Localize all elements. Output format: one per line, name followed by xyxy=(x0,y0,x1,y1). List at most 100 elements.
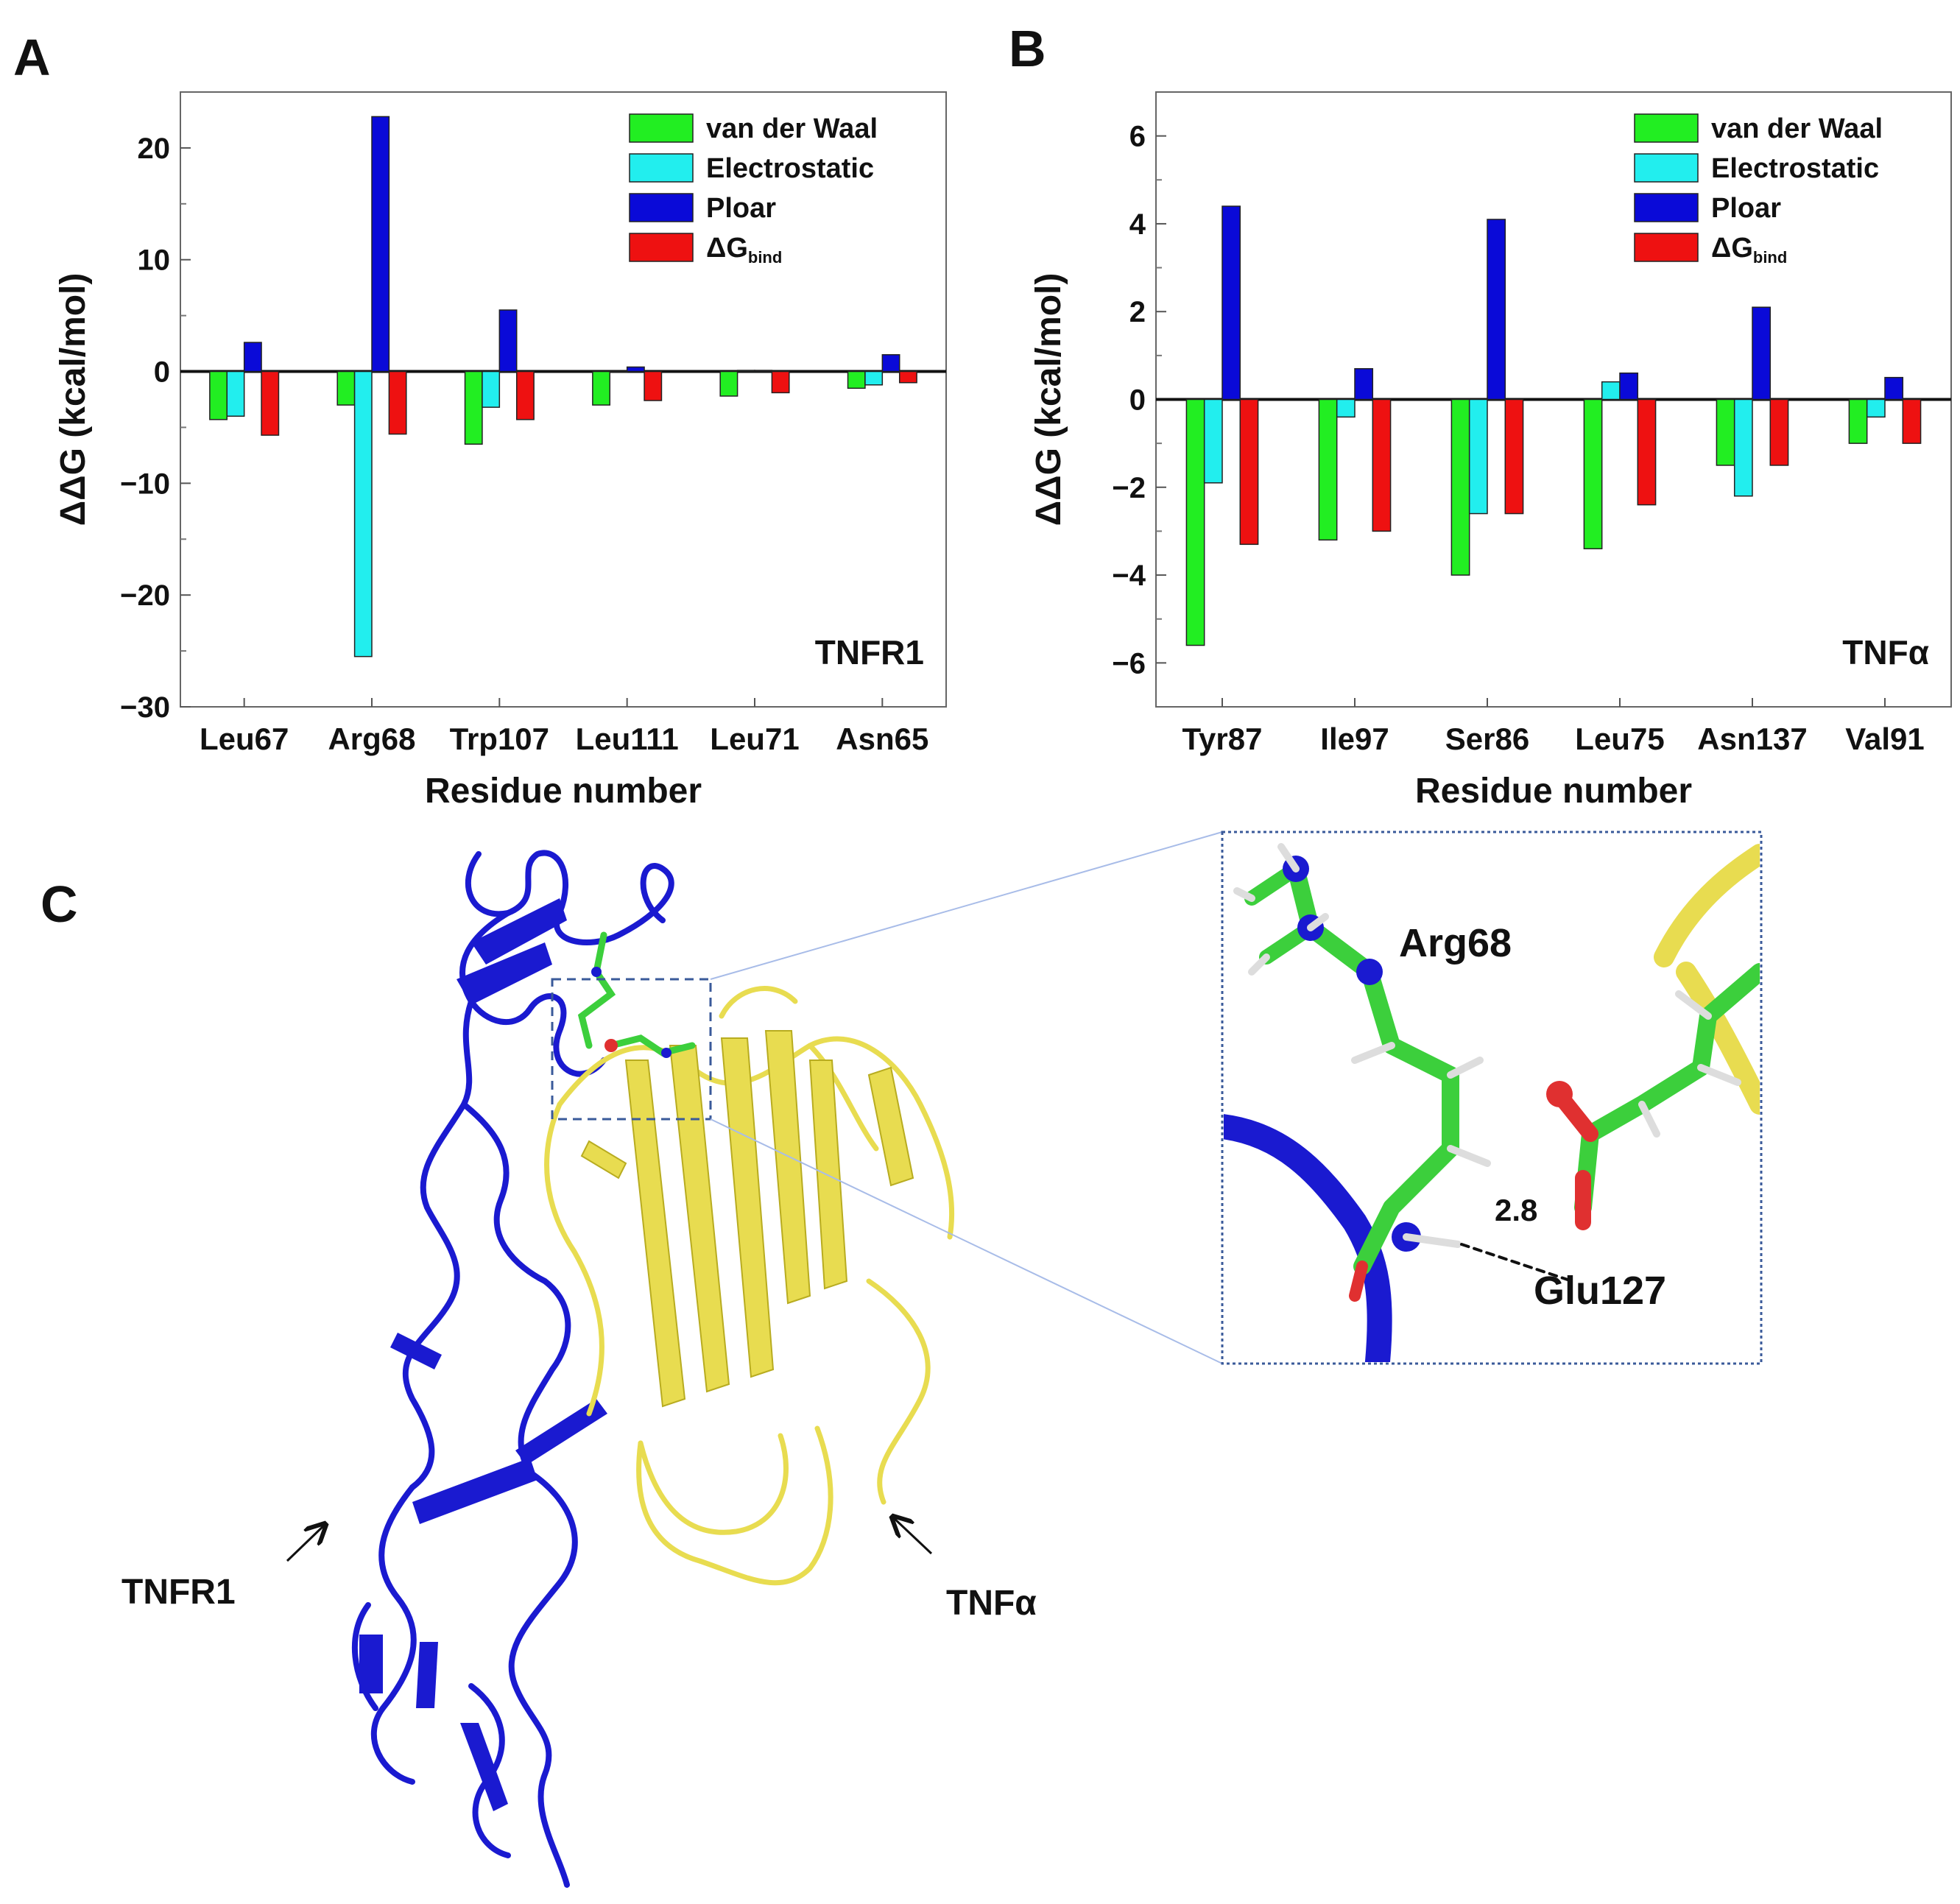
bar-asn65-3 xyxy=(898,370,917,384)
bar-asn137-3 xyxy=(1769,398,1789,466)
chart-annotation: TNFα xyxy=(1842,633,1929,671)
structure-illustration xyxy=(286,831,1763,1888)
arg68-label: Arg68 xyxy=(1399,921,1512,965)
bar-leu75-2 xyxy=(1619,372,1639,401)
bar-trp107-2 xyxy=(498,309,518,373)
y-tick-label: 2 xyxy=(1129,296,1146,328)
zoom-guide-line xyxy=(710,1118,1223,1364)
bar-asn137-0 xyxy=(1716,398,1735,466)
bar-leu111-2 xyxy=(626,366,645,373)
y-tick-label: −6 xyxy=(1112,647,1146,680)
x-tick-label: Asn137 xyxy=(1697,722,1807,756)
legend-name: ΔG xyxy=(1711,233,1753,264)
bar-leu67-1 xyxy=(226,370,245,417)
legend-label: Ploar xyxy=(706,193,776,224)
x-tick-label: Leu71 xyxy=(710,722,799,756)
legend-label: Electrostatic xyxy=(706,153,874,184)
bar-trp107-1 xyxy=(482,370,501,408)
x-tick-label: Leu75 xyxy=(1575,722,1664,756)
bar-leu71-0 xyxy=(719,370,738,397)
legend-swatch xyxy=(1634,113,1699,143)
legend-swatch xyxy=(629,193,694,222)
bar-asn137-2 xyxy=(1752,306,1772,401)
x-tick-label: Ser86 xyxy=(1445,722,1529,756)
bar-tyr87-0 xyxy=(1185,398,1205,646)
chart-b-tnfa: 6 4 2 0 −2 −4 −6 Tyr87 Ile97 Ser86 Leu75 Asn137 Val9… xyxy=(1029,91,1952,811)
y-tick-label: −2 xyxy=(1112,472,1146,504)
legend-swatch xyxy=(1634,233,1699,262)
legend-name: van der Waal xyxy=(1711,113,1883,144)
plot-frame xyxy=(180,91,947,708)
bar-tyr87-3 xyxy=(1239,398,1259,546)
tnfa-label: TNFα xyxy=(946,1584,1037,1623)
tnfa-arrow xyxy=(892,1517,933,1555)
legend-swatch xyxy=(1634,193,1699,222)
legend-swatch xyxy=(629,153,694,183)
bar-ser86-2 xyxy=(1487,219,1506,401)
bar-tyr87-1 xyxy=(1203,398,1223,484)
legend-label: ΔGbind xyxy=(706,233,782,267)
y-tick-label: 10 xyxy=(138,244,171,277)
bar-ser86-0 xyxy=(1450,398,1470,576)
zoom-guide-line xyxy=(710,831,1223,980)
zoom-region-box xyxy=(551,978,712,1121)
bar-leu111-1 xyxy=(609,370,628,373)
bar-asn65-2 xyxy=(881,354,900,373)
y-tick-label: 6 xyxy=(1129,121,1146,153)
bar-leu75-3 xyxy=(1637,398,1657,506)
legend-name: van der Waal xyxy=(706,113,878,144)
y-tick-label: −10 xyxy=(120,468,170,500)
bar-ile97-0 xyxy=(1318,398,1338,541)
x-axis-label: Residue number xyxy=(1415,772,1692,811)
y-tick-label: 0 xyxy=(1129,384,1146,417)
bar-arg68-2 xyxy=(371,116,390,373)
y-tick-label: 0 xyxy=(154,356,170,389)
y-axis-label: ΔΔG (kcal/mol) xyxy=(54,273,93,526)
bar-leu71-1 xyxy=(736,370,755,373)
bar-arg68-0 xyxy=(336,370,356,406)
legend-label: van der Waal xyxy=(1711,113,1883,144)
tnfa-ribbon xyxy=(544,986,955,1586)
legend-swatch xyxy=(629,233,694,262)
panel-label-a: A xyxy=(13,29,51,86)
y-tick-label: −30 xyxy=(120,691,170,724)
y-tick-label: 4 xyxy=(1129,208,1146,241)
legend-swatch xyxy=(1634,153,1699,183)
bar-ser86-1 xyxy=(1468,398,1488,515)
y-tick-label: −20 xyxy=(120,579,170,612)
bar-leu75-0 xyxy=(1583,398,1603,550)
x-tick-label: Arg68 xyxy=(328,722,415,756)
tnfr1-arrow xyxy=(286,1524,325,1562)
distance-label: 2.8 xyxy=(1495,1193,1538,1227)
legend-label: Ploar xyxy=(1711,193,1781,224)
legend-subscript: bind xyxy=(748,248,782,267)
bar-ile97-3 xyxy=(1372,398,1392,532)
y-tick-label: 20 xyxy=(138,133,171,165)
bar-ser86-3 xyxy=(1504,398,1524,515)
x-tick-label: Tyr87 xyxy=(1182,722,1263,756)
bar-leu71-2 xyxy=(754,370,773,373)
bar-val91-0 xyxy=(1848,398,1868,444)
legend-label: ΔGbind xyxy=(1711,233,1787,267)
bar-val91-3 xyxy=(1902,398,1922,444)
tnfr1-ribbon xyxy=(351,850,674,1888)
legend-name: Electrostatic xyxy=(1711,153,1879,184)
bar-val91-1 xyxy=(1866,398,1886,418)
tnfr1-strands xyxy=(359,898,607,1811)
interface-sticks xyxy=(577,931,696,1058)
bar-leu71-3 xyxy=(771,370,790,394)
zoom-inset xyxy=(1221,831,1763,1365)
bar-val91-2 xyxy=(1884,376,1904,401)
bar-ile97-1 xyxy=(1336,398,1356,418)
x-tick-label: Asn65 xyxy=(836,722,928,756)
bar-leu75-1 xyxy=(1601,381,1621,401)
y-axis-label: ΔΔG (kcal/mol) xyxy=(1029,273,1068,526)
chart-annotation: TNFR1 xyxy=(815,633,924,671)
bar-asn65-0 xyxy=(847,370,866,389)
legend-name: Ploar xyxy=(1711,193,1781,224)
bar-trp107-0 xyxy=(464,370,483,445)
bar-leu111-3 xyxy=(644,370,663,401)
bar-trp107-3 xyxy=(515,370,535,420)
x-tick-label: Leu111 xyxy=(576,722,679,756)
panel-label-b: B xyxy=(1009,20,1046,77)
